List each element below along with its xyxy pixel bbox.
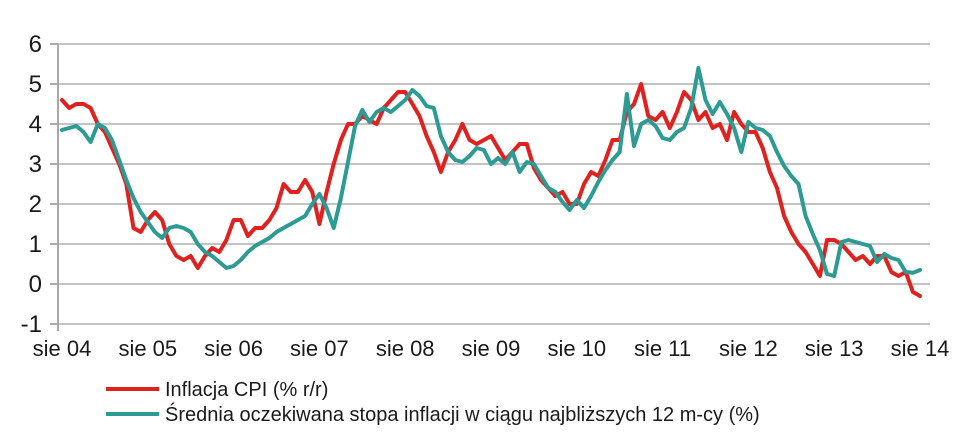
cpi-line bbox=[60, 82, 922, 298]
x-axis-label: sie 07 bbox=[290, 336, 349, 361]
x-axis-label: sie 13 bbox=[805, 336, 864, 361]
y-axis-label: -1 bbox=[21, 311, 42, 338]
x-axis-label: sie 11 bbox=[634, 336, 691, 361]
x-axis-label: sie 09 bbox=[462, 336, 521, 361]
x-axis-label: sie 14 bbox=[891, 336, 950, 361]
x-axis-label: sie 12 bbox=[719, 336, 778, 361]
legend-label-cpi: Inflacja CPI (% r/r) bbox=[165, 379, 328, 401]
x-axis-label: sie 10 bbox=[547, 336, 606, 361]
axes bbox=[50, 43, 59, 331]
legend: Inflacja CPI (% r/r) Średnia oczekiwana … bbox=[106, 379, 760, 426]
x-axis-label: sie 08 bbox=[376, 336, 435, 361]
x-axis-label: sie 04 bbox=[33, 336, 92, 361]
y-axis-labels: 6 5 4 3 2 1 0 -1 bbox=[21, 31, 42, 338]
x-axis-labels: sie 04 sie 05 sie 06 sie 07 sie 08 sie 09 sie … bbox=[33, 336, 950, 361]
data-series bbox=[60, 66, 922, 298]
legend-label-expected-inflation: Średnia oczekiwana stopa inflacji w ciąg… bbox=[165, 402, 760, 426]
x-axis-label: sie 05 bbox=[118, 336, 177, 361]
expected-inflation-line bbox=[60, 66, 922, 278]
y-axis-label: 6 bbox=[29, 31, 42, 58]
y-axis-label: 3 bbox=[29, 151, 42, 178]
y-axis-label: 1 bbox=[29, 231, 42, 258]
y-axis-label: 2 bbox=[29, 191, 42, 218]
x-axis-label: sie 06 bbox=[204, 336, 263, 361]
gridlines bbox=[58, 43, 930, 325]
y-axis-label: 5 bbox=[29, 71, 42, 98]
y-axis-label: 4 bbox=[29, 111, 42, 138]
y-axis-label: 0 bbox=[29, 271, 42, 298]
